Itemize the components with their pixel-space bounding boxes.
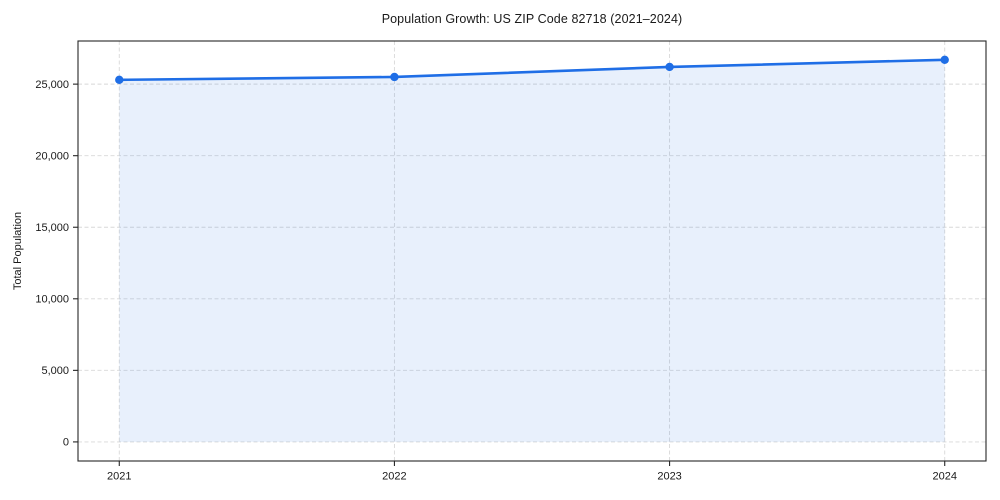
data-point-marker [115,75,124,85]
y-tick-label: 5,000 [41,365,69,377]
x-tick-label: 2023 [657,471,681,483]
chart-title: Population Growth: US ZIP Code 82718 (20… [381,12,683,26]
y-tick-label: 20,000 [35,150,69,162]
y-tick-label: 15,000 [35,222,69,234]
y-tick-label: 10,000 [35,294,69,306]
x-tick-label: 2021 [107,471,131,483]
plot-border [77,40,987,462]
data-point-marker [940,55,949,65]
y-tick-label: 25,000 [35,79,69,91]
y-tick-label: 0 [63,437,69,449]
series-line [117,58,947,82]
data-point-marker [665,62,674,72]
x-tick-label: 2024 [932,471,956,483]
data-point-marker [390,72,399,82]
area-fill [119,59,945,442]
x-tick-label: 2022 [382,471,406,483]
